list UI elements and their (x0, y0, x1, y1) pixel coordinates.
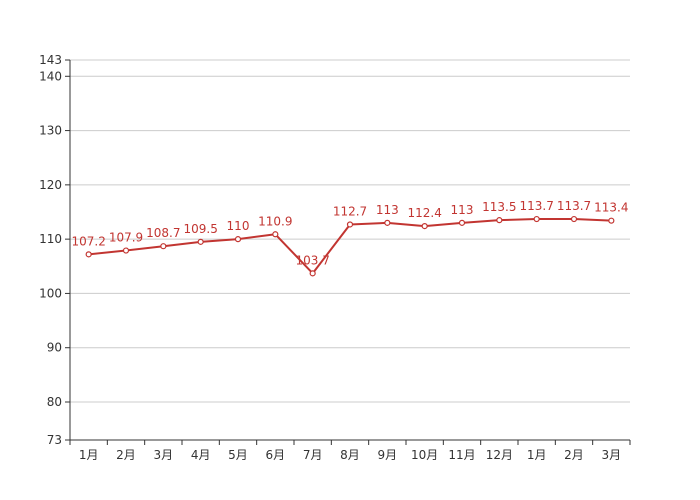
x-tick-label: 1月 (79, 448, 99, 462)
data-point[interactable] (346, 221, 354, 228)
x-tick-label: 3月 (154, 448, 174, 462)
x-tick-label: 10月 (411, 448, 438, 462)
data-point[interactable] (496, 217, 503, 224)
x-tick-label: 2月 (564, 448, 584, 462)
data-point[interactable] (309, 270, 316, 277)
y-tick-label: 80 (47, 395, 62, 409)
data-point[interactable] (160, 243, 167, 250)
data-label: 113.7 (519, 199, 553, 213)
data-label: 107.9 (109, 231, 143, 245)
y-tick-label: 120 (39, 178, 62, 192)
data-point[interactable] (570, 215, 578, 223)
y-tick-label: 73 (47, 433, 62, 447)
data-label: 113.5 (482, 200, 516, 214)
data-label: 113 (451, 203, 474, 217)
y-tick-label: 100 (39, 286, 62, 300)
data-point[interactable] (421, 223, 428, 230)
x-tick-label: 8月 (340, 448, 360, 462)
data-label: 103.7 (295, 253, 329, 267)
x-tick-label: 4月 (191, 448, 211, 462)
data-label: 113.7 (557, 199, 591, 213)
axes: 73 80 90 100 110 120 130 140 143 1月 2月 3月 4月 5月 6月 7月 8月… (39, 53, 631, 462)
data-label: 110.9 (258, 214, 292, 228)
data-label: 109.5 (183, 222, 217, 236)
x-tick-label: 2月 (116, 448, 136, 462)
data-point[interactable] (384, 219, 391, 226)
data-point[interactable] (272, 231, 279, 238)
data-label: 113.4 (594, 201, 628, 215)
data-label: 108.7 (146, 226, 180, 240)
x-tick-label: 5月 (228, 448, 248, 462)
data-point[interactable] (458, 219, 466, 226)
x-tick-label: 3月 (602, 448, 622, 462)
data-point[interactable] (608, 217, 615, 224)
x-tick-label: 7月 (303, 448, 323, 462)
data-point[interactable] (234, 236, 242, 243)
x-tick-label: 1月 (527, 448, 547, 462)
data-point[interactable] (533, 215, 540, 223)
data-label: 112.4 (407, 206, 441, 220)
y-tick-label: 143 (39, 53, 62, 67)
data-label: 110 (227, 219, 250, 233)
y-tick-label: 130 (39, 124, 62, 138)
x-tick-label: 12月 (486, 448, 513, 462)
data-point[interactable] (197, 238, 204, 245)
x-tick-label: 6月 (266, 448, 286, 462)
data-point[interactable] (85, 251, 92, 258)
data-labels: 107.2 107.9 108.7 109.5 110 110.9 103.7 112.7 11… (71, 199, 628, 267)
grid-lines (70, 59, 630, 403)
series-group (85, 215, 615, 277)
y-tick-label: 110 (39, 232, 62, 246)
x-tick-label: 9月 (378, 448, 398, 462)
data-label: 107.2 (71, 234, 105, 248)
y-tick-label: 140 (39, 69, 62, 83)
data-label: 113 (376, 203, 399, 217)
data-point[interactable] (122, 247, 130, 254)
x-tick-label: 11月 (448, 448, 475, 462)
y-tick-label: 90 (47, 341, 62, 355)
data-label: 112.7 (333, 204, 367, 218)
